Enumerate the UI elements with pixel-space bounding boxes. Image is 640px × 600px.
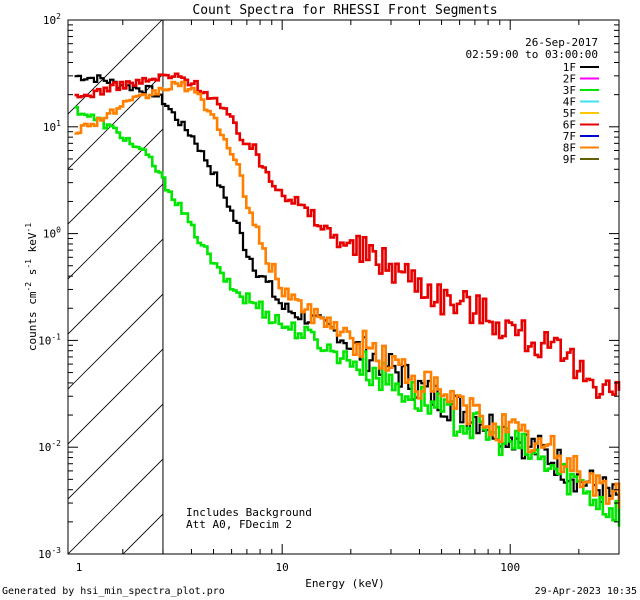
- legend-label-8F: 8F: [563, 142, 576, 155]
- y-tick-label: 10-3: [38, 546, 61, 561]
- legend-label-7F: 7F: [563, 130, 576, 143]
- y-tick-label: 102: [43, 12, 61, 27]
- y-tick-label: 10-2: [38, 439, 61, 454]
- hatch-line: [68, 73, 163, 170]
- hatch-lines: [68, 20, 640, 554]
- legend-label-1F: 1F: [563, 61, 576, 74]
- note-attenuator: Att A0, FDecim 2: [186, 518, 292, 531]
- chart-title: Count Spectra for RHESSI Front Segments: [192, 3, 497, 18]
- y-axis-label: counts cm-2 s-1 keV-1: [24, 223, 39, 351]
- y-tick-label: 101: [43, 119, 61, 134]
- note-background: Includes Background: [186, 506, 312, 519]
- y-tick-label: 10-1: [38, 332, 61, 347]
- x-axis-label: Energy (keV): [305, 577, 384, 590]
- legend-label-6F: 6F: [563, 119, 576, 132]
- hatch-line: [68, 403, 163, 500]
- x-tick-label: 100: [500, 561, 520, 574]
- footer-timestamp: 29-Apr-2023 10:35: [535, 586, 637, 597]
- hatch-line: [68, 20, 163, 115]
- legend-label-9F: 9F: [563, 153, 576, 166]
- hatch-line: [618, 20, 640, 554]
- series-line-8F: [74, 80, 621, 509]
- hatch-line: [68, 458, 163, 554]
- axis-ticks: 10 100 1 10-3 10-2 10-1 100 101 102: [38, 12, 620, 574]
- plot-area: [68, 20, 619, 554]
- footer-generated-by: Generated by hsi_min_spectra_plot.pro: [2, 586, 225, 597]
- y-tick-label: 100: [43, 226, 61, 241]
- date-label: 26-Sep-2017: [525, 36, 598, 49]
- hatch-region: [68, 20, 640, 554]
- legend-label-3F: 3F: [563, 84, 576, 97]
- legend-label-5F: 5F: [563, 107, 576, 120]
- x-tick-label: 1: [76, 561, 83, 574]
- hatch-line: [68, 238, 163, 335]
- time-range-label: 02:59:00 to 03:00:00: [466, 48, 598, 61]
- series-group: [74, 72, 621, 527]
- series-line-6F: [74, 72, 621, 399]
- legend-label-2F: 2F: [563, 73, 576, 86]
- plot-frame: [67, 19, 620, 555]
- series-line-3F: [74, 106, 621, 527]
- legend-label-4F: 4F: [563, 96, 576, 109]
- x-tick-label: 10: [276, 561, 289, 574]
